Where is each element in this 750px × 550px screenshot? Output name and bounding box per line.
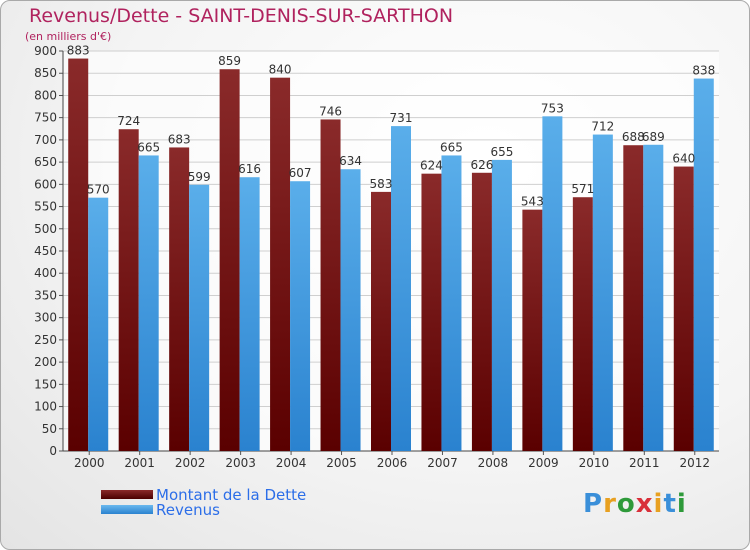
data-label-dette-2005: 746 (319, 104, 342, 118)
data-label-dette-2004: 840 (269, 63, 292, 77)
bar-dette-2001 (118, 129, 139, 451)
bar-dette-2002 (169, 147, 190, 451)
x-tick-label: 2008 (478, 456, 509, 470)
bar-revenus-2012 (693, 78, 714, 452)
bar-revenus-2005 (340, 169, 361, 451)
data-label-revenus-2002: 599 (188, 170, 211, 184)
y-tick-label: 350 (34, 288, 57, 302)
x-tick-label: 2007 (427, 456, 458, 470)
bar-revenus-2004 (290, 181, 311, 451)
y-tick-label: 0 (49, 444, 57, 458)
data-label-dette-2000: 883 (67, 44, 90, 58)
x-tick-label: 2002 (175, 456, 206, 470)
y-tick-label: 400 (34, 266, 57, 280)
bar-dette-2009 (522, 209, 543, 451)
y-tick-label: 450 (34, 244, 57, 258)
y-tick-label: 50 (42, 422, 57, 436)
bar-dette-2011 (623, 145, 644, 451)
data-label-dette-2011: 688 (622, 130, 645, 144)
data-label-dette-2001: 724 (117, 114, 140, 128)
x-tick-label: 2005 (326, 456, 357, 470)
legend-swatch-revenus (101, 505, 153, 514)
data-label-dette-2012: 640 (672, 152, 695, 166)
data-label-dette-2002: 683 (168, 132, 191, 146)
proxiti-logo: Proxiti (583, 489, 687, 519)
data-label-revenus-2011: 689 (642, 130, 665, 144)
x-tick-label: 2009 (528, 456, 559, 470)
x-tick-label: 2004 (276, 456, 307, 470)
legend-swatch-dette (101, 490, 153, 499)
bar-revenus-2009 (542, 116, 563, 451)
data-label-revenus-2004: 607 (289, 166, 312, 180)
legend-item-dette: Montant de la Dette (101, 485, 307, 504)
y-tick-label: 900 (34, 44, 57, 58)
y-tick-label: 100 (34, 400, 57, 414)
bar-dette-2005 (320, 119, 341, 451)
data-label-dette-2008: 626 (470, 158, 493, 172)
data-label-dette-2006: 583 (370, 177, 393, 191)
legend-item-revenus: Revenus (101, 500, 306, 519)
data-label-dette-2003: 859 (218, 54, 241, 68)
bar-revenus-2003 (239, 177, 260, 451)
data-label-revenus-2009: 753 (541, 101, 564, 115)
y-tick-label: 650 (34, 155, 57, 169)
bar-dette-2000 (68, 58, 89, 452)
bar-dette-2008 (471, 172, 492, 451)
y-tick-label: 850 (34, 66, 57, 80)
bar-revenus-2010 (592, 134, 613, 452)
bar-revenus-2011 (643, 144, 664, 451)
data-label-revenus-2010: 712 (591, 120, 614, 134)
bar-revenus-2002 (189, 184, 210, 451)
legend: Montant de la Dette Revenus (101, 485, 307, 519)
data-label-revenus-2000: 570 (87, 183, 110, 197)
x-tick-label: 2003 (225, 456, 256, 470)
y-tick-label: 200 (34, 355, 57, 369)
chart-subtitle: (en milliers d'€) (25, 30, 112, 43)
y-tick-label: 700 (34, 133, 57, 147)
bar-revenus-2006 (391, 126, 411, 451)
bar-revenus-2008 (491, 159, 512, 451)
x-tick-label: 2006 (377, 456, 408, 470)
data-label-revenus-2005: 634 (339, 154, 362, 168)
bar-dette-2004 (270, 77, 291, 452)
bar-revenus-2007 (441, 155, 462, 451)
bar-dette-2006 (371, 191, 391, 451)
bar-dette-2012 (673, 166, 694, 452)
x-tick-label: 2000 (74, 456, 105, 470)
bar-revenus-2000 (88, 197, 109, 451)
data-label-revenus-2008: 655 (490, 145, 513, 159)
data-label-revenus-2001: 665 (137, 140, 160, 154)
bar-dette-2003 (219, 69, 240, 451)
data-label-dette-2009: 543 (521, 195, 544, 209)
bar-revenus-2001 (138, 155, 159, 451)
bar-dette-2007 (421, 173, 442, 451)
legend-label-dette: Montant de la Dette (156, 485, 307, 504)
data-label-dette-2010: 571 (571, 182, 594, 196)
x-tick-label: 2011 (629, 456, 660, 470)
y-tick-label: 800 (34, 88, 57, 102)
y-tick-label: 750 (34, 111, 57, 125)
y-tick-label: 150 (34, 377, 57, 391)
chart-title: Revenus/Dette - SAINT-DENIS-SUR-SARTHON (29, 5, 454, 27)
data-label-revenus-2006: 731 (390, 111, 413, 125)
x-tick-label: 2012 (679, 456, 710, 470)
data-label-dette-2007: 624 (420, 159, 443, 173)
data-label-revenus-2007: 665 (440, 140, 463, 154)
x-tick-label: 2010 (579, 456, 610, 470)
y-tick-label: 250 (34, 333, 57, 347)
y-tick-label: 550 (34, 200, 57, 214)
data-label-revenus-2003: 616 (238, 162, 261, 176)
x-tick-label: 2001 (124, 456, 155, 470)
y-tick-label: 300 (34, 311, 57, 325)
data-label-revenus-2012: 838 (692, 64, 715, 78)
bar-dette-2010 (572, 197, 593, 451)
y-tick-label: 600 (34, 177, 57, 191)
y-tick-label: 500 (34, 222, 57, 236)
legend-label-revenus: Revenus (156, 500, 220, 519)
